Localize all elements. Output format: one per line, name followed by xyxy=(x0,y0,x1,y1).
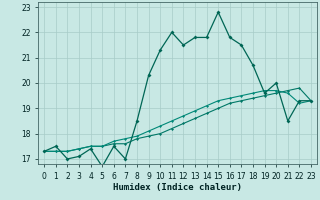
X-axis label: Humidex (Indice chaleur): Humidex (Indice chaleur) xyxy=(113,183,242,192)
